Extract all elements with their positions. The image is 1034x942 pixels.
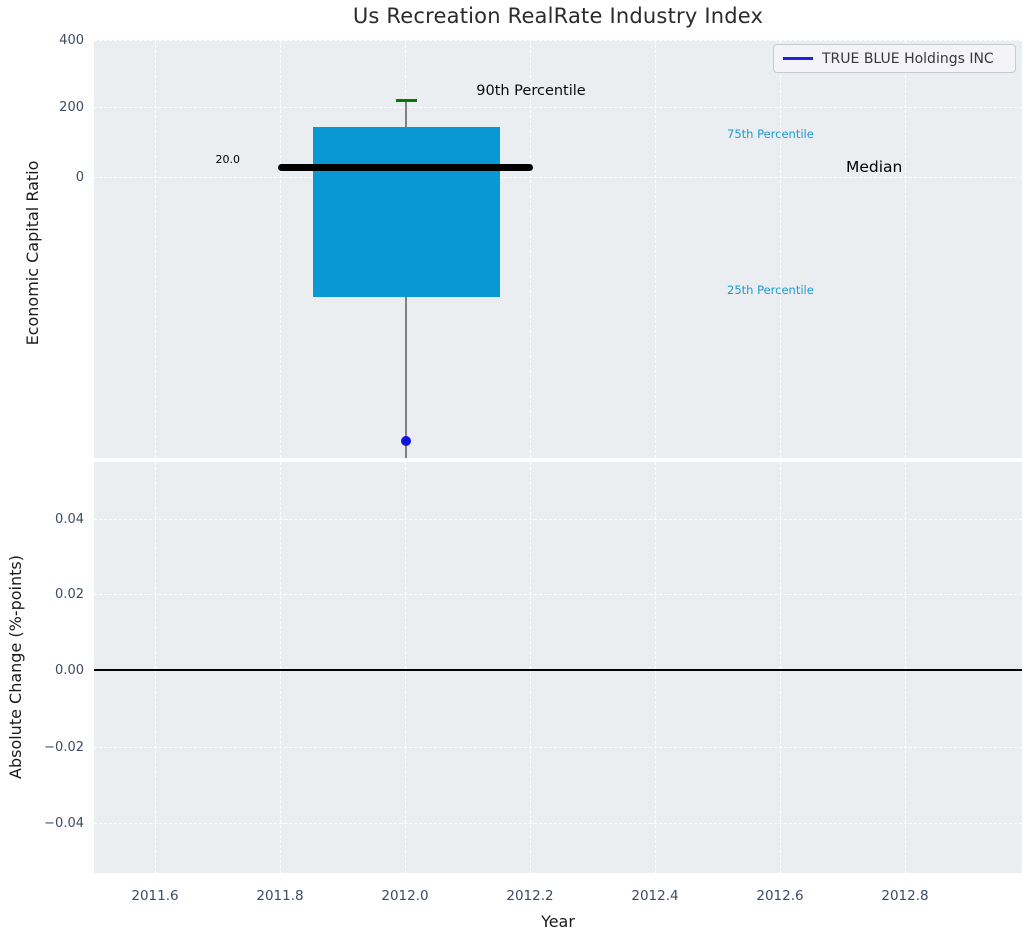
y-tick-200: 200: [59, 100, 84, 115]
gridline: [94, 823, 1022, 824]
gridline: [94, 747, 1022, 748]
75th-percentile-annotation: 75th Percentile: [727, 127, 814, 141]
gridline: [94, 670, 1022, 671]
legend-label: TRUE BLUE Holdings INC: [822, 50, 994, 67]
gridline: [94, 40, 1022, 41]
gridline: [780, 462, 781, 873]
gridline: [530, 40, 531, 458]
gridline: [905, 462, 906, 873]
gridline: [405, 462, 406, 873]
x-tick-2012.4: 2012.4: [631, 888, 679, 904]
gridline: [94, 519, 1022, 520]
company-data-point: [401, 436, 411, 446]
boxplot-iqr-box: [313, 127, 500, 297]
x-tick-2012.2: 2012.2: [506, 888, 554, 904]
gridline: [780, 40, 781, 458]
median-annotation: Median: [846, 158, 903, 176]
zero-reference-line: [94, 669, 1022, 671]
y-tick-400: 400: [59, 33, 84, 48]
top-y-axis-label: Economic Capital Ratio: [23, 160, 42, 346]
y-tick-0.02: 0.02: [55, 587, 84, 602]
y-tick-neg0.04: −0.04: [44, 816, 84, 831]
median-value-annotation: 20.0: [215, 153, 241, 166]
top-subplot: [94, 40, 1022, 458]
25th-percentile-annotation: 25th Percentile: [727, 283, 814, 297]
x-tick-2012.0: 2012.0: [381, 888, 429, 904]
y-tick-0.00: 0.00: [55, 663, 84, 678]
bottom-subplot: [94, 462, 1022, 873]
gridline: [94, 594, 1022, 595]
y-tick-0.04: 0.04: [55, 512, 84, 527]
x-tick-2011.8: 2011.8: [256, 888, 304, 904]
x-tick-2012.8: 2012.8: [881, 888, 929, 904]
x-tick-2011.6: 2011.6: [131, 888, 179, 904]
x-tick-2012.6: 2012.6: [756, 888, 804, 904]
gridline: [655, 462, 656, 873]
gridline: [280, 40, 281, 458]
y-tick-neg0.02: −0.02: [44, 740, 84, 755]
90th-percentile-annotation: 90th Percentile: [476, 83, 586, 99]
gridline: [280, 462, 281, 873]
gridline: [155, 40, 156, 458]
gridline: [155, 462, 156, 873]
boxplot-90th-percentile-cap: [396, 99, 417, 102]
boxplot-median-line: [278, 164, 533, 171]
bottom-y-axis-label: Absolute Change (%-points): [6, 555, 25, 779]
legend: TRUE BLUE Holdings INC: [773, 44, 1016, 73]
legend-line-icon: [783, 57, 813, 60]
y-tick-0: 0: [75, 170, 84, 185]
gridline: [905, 40, 906, 458]
x-axis-label: Year: [541, 912, 575, 931]
gridline: [655, 40, 656, 458]
chart-title: Us Recreation RealRate Industry Index: [352, 4, 764, 28]
gridline: [94, 107, 1022, 108]
gridline: [94, 177, 1022, 178]
gridline: [530, 462, 531, 873]
